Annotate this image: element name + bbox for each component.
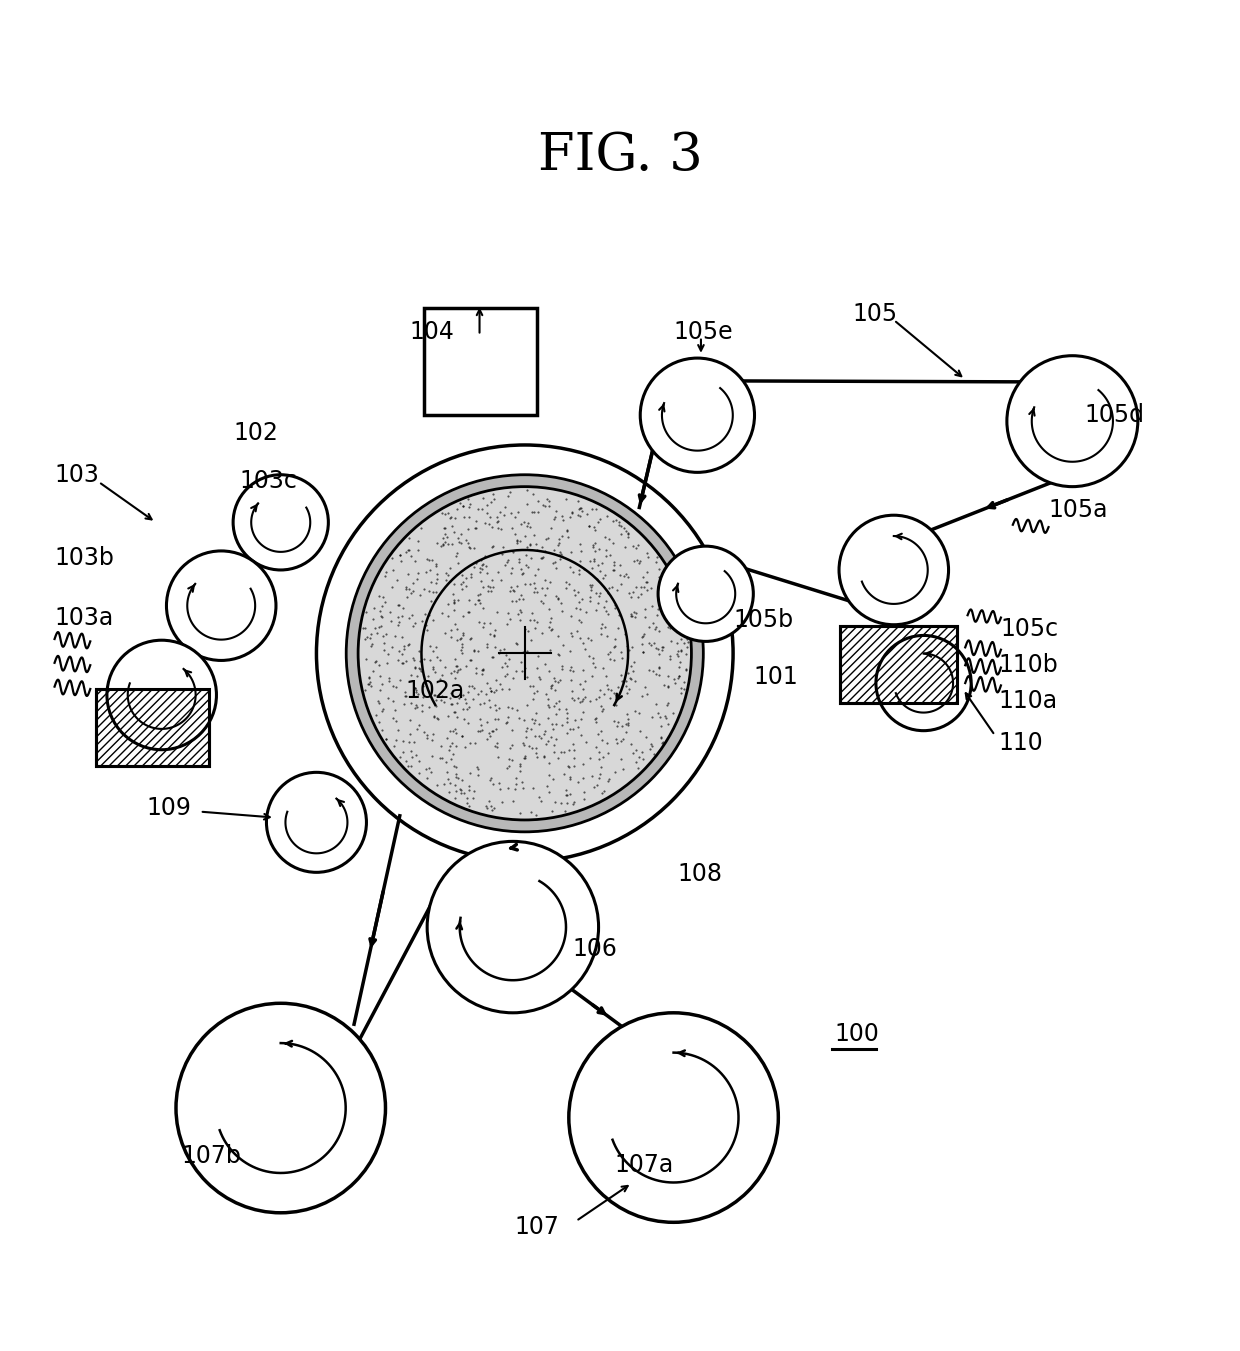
Text: 110: 110 [998,731,1043,755]
Circle shape [358,486,692,820]
Text: 105c: 105c [1001,617,1059,642]
Text: 103c: 103c [239,469,296,493]
Circle shape [875,635,971,731]
Text: 106: 106 [573,936,618,961]
Text: 103b: 103b [55,546,114,570]
Circle shape [427,842,599,1013]
Bar [424,308,537,415]
Circle shape [839,515,949,624]
Text: 101: 101 [754,665,799,689]
Text: 100: 100 [835,1023,879,1046]
Text: 107: 107 [515,1215,559,1239]
Circle shape [316,444,733,862]
Circle shape [267,773,367,873]
Text: 107b: 107b [182,1144,242,1167]
Text: 107a: 107a [614,1154,673,1177]
Bar [841,626,957,704]
Text: 102a: 102a [405,680,465,704]
Circle shape [346,474,703,832]
Text: 105b: 105b [733,608,794,632]
Text: FIG. 3: FIG. 3 [538,130,702,181]
Circle shape [107,640,217,750]
Text: 108: 108 [677,862,722,885]
Circle shape [233,474,329,570]
Text: 110b: 110b [998,653,1058,677]
Text: 103: 103 [55,463,99,486]
Text: 105a: 105a [1049,499,1109,523]
Bar [97,689,210,766]
Circle shape [658,546,754,642]
Text: 105e: 105e [673,320,733,345]
Text: 110a: 110a [998,689,1058,713]
Circle shape [166,551,277,661]
Bar [97,689,210,766]
Text: 103a: 103a [55,605,114,630]
Circle shape [640,358,754,473]
Circle shape [1007,355,1138,486]
Bar [841,626,957,704]
Text: 102: 102 [233,422,278,444]
Text: 105d: 105d [1084,403,1145,427]
Text: 104: 104 [409,320,454,345]
Text: 105: 105 [852,303,898,326]
Circle shape [569,1013,779,1223]
Text: 109: 109 [146,796,191,820]
Circle shape [176,1004,386,1213]
